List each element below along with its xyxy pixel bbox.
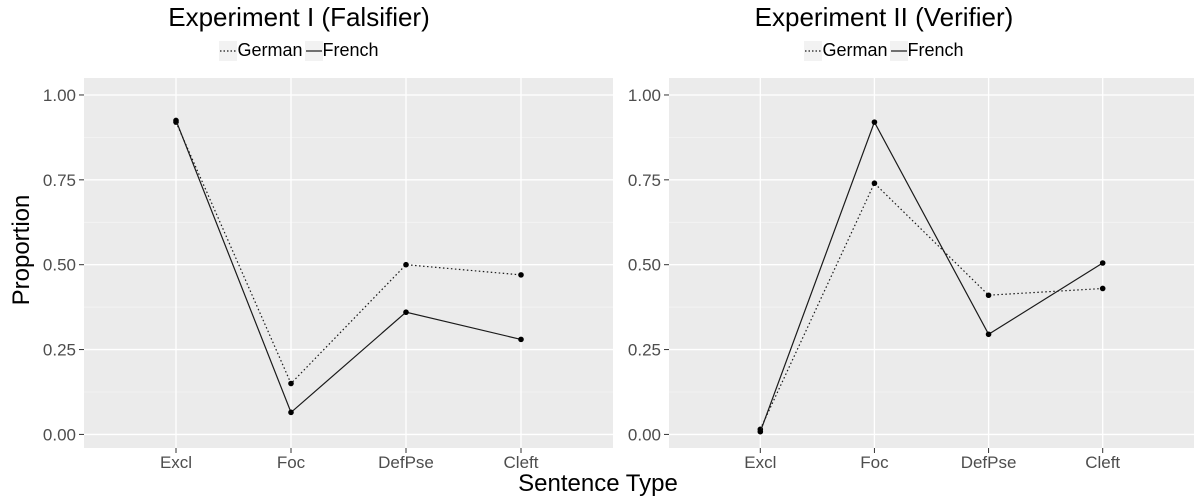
- y-tick-label: 0.25: [628, 341, 661, 360]
- panel-experiment-1: Experiment I (Falsifier) German French: [0, 2, 598, 61]
- x-tick-label: Excl: [160, 453, 192, 472]
- legend-item-german: German: [804, 40, 888, 61]
- data-point-french: [985, 331, 992, 338]
- data-point-french: [871, 119, 878, 125]
- panel-background: [669, 78, 1194, 448]
- data-point-french: [757, 428, 764, 435]
- legend-key-solid: [304, 40, 323, 61]
- y-tick-label: 1.00: [43, 86, 76, 105]
- legend-label: French: [907, 40, 964, 60]
- x-tick-label: DefPse: [378, 453, 434, 472]
- data-point-german: [403, 261, 409, 268]
- x-tick-label: Cleft: [504, 453, 539, 472]
- x-axis-label: Sentence Type: [518, 470, 678, 497]
- panel-experiment-2: Experiment II (Verifier) German French: [585, 0, 1183, 502]
- legend-item-french: French: [889, 40, 964, 61]
- legend-label: French: [322, 40, 379, 60]
- legend-item-german: German: [219, 40, 303, 61]
- x-tick-label: Foc: [277, 453, 306, 472]
- legend-key-solid: [889, 40, 908, 61]
- y-tick-label: 0.25: [43, 341, 76, 360]
- y-tick-label: 0.50: [43, 256, 76, 275]
- data-point-german: [985, 292, 992, 299]
- y-tick-label: 0.00: [628, 425, 661, 444]
- series-line-french: [175, 120, 522, 414]
- data-point-french: [173, 117, 179, 124]
- panel-title: Experiment II (Verifier): [754, 2, 1014, 32]
- data-point-french: [1099, 260, 1106, 266]
- y-tick-label: 0.50: [628, 256, 661, 275]
- data-point-french: [518, 336, 524, 343]
- data-point-german: [1099, 285, 1106, 292]
- data-point-german: [518, 272, 524, 278]
- x-tick-label: Excl: [744, 453, 776, 472]
- y-tick-label: 0.75: [628, 171, 661, 190]
- y-axis-label: Proportion: [8, 194, 35, 306]
- series-line-german: [759, 182, 1103, 430]
- data-point-german: [871, 180, 878, 187]
- panel-background: [84, 78, 613, 448]
- x-tick-label: Foc: [860, 453, 889, 472]
- legend: German French: [585, 40, 1183, 61]
- x-tick-label: DefPse: [961, 453, 1017, 472]
- x-tick-label: Cleft: [1085, 453, 1120, 472]
- data-point-german: [288, 380, 294, 387]
- series-line-german: [175, 121, 522, 385]
- data-point-french: [288, 409, 294, 416]
- y-tick-label: 0.75: [43, 171, 76, 190]
- panel-title: Experiment I (Falsifier): [168, 2, 430, 32]
- data-point-french: [403, 309, 409, 316]
- legend-key-dotted: [804, 40, 823, 61]
- legend-label: German: [822, 40, 888, 60]
- series-line-french: [759, 120, 1104, 432]
- y-tick-label: 0.00: [43, 425, 76, 444]
- y-tick-label: 1.00: [628, 86, 661, 105]
- legend-label: German: [237, 40, 303, 60]
- legend-key-dotted: [219, 40, 238, 61]
- legend: German French: [0, 40, 598, 61]
- legend-item-french: French: [304, 40, 379, 61]
